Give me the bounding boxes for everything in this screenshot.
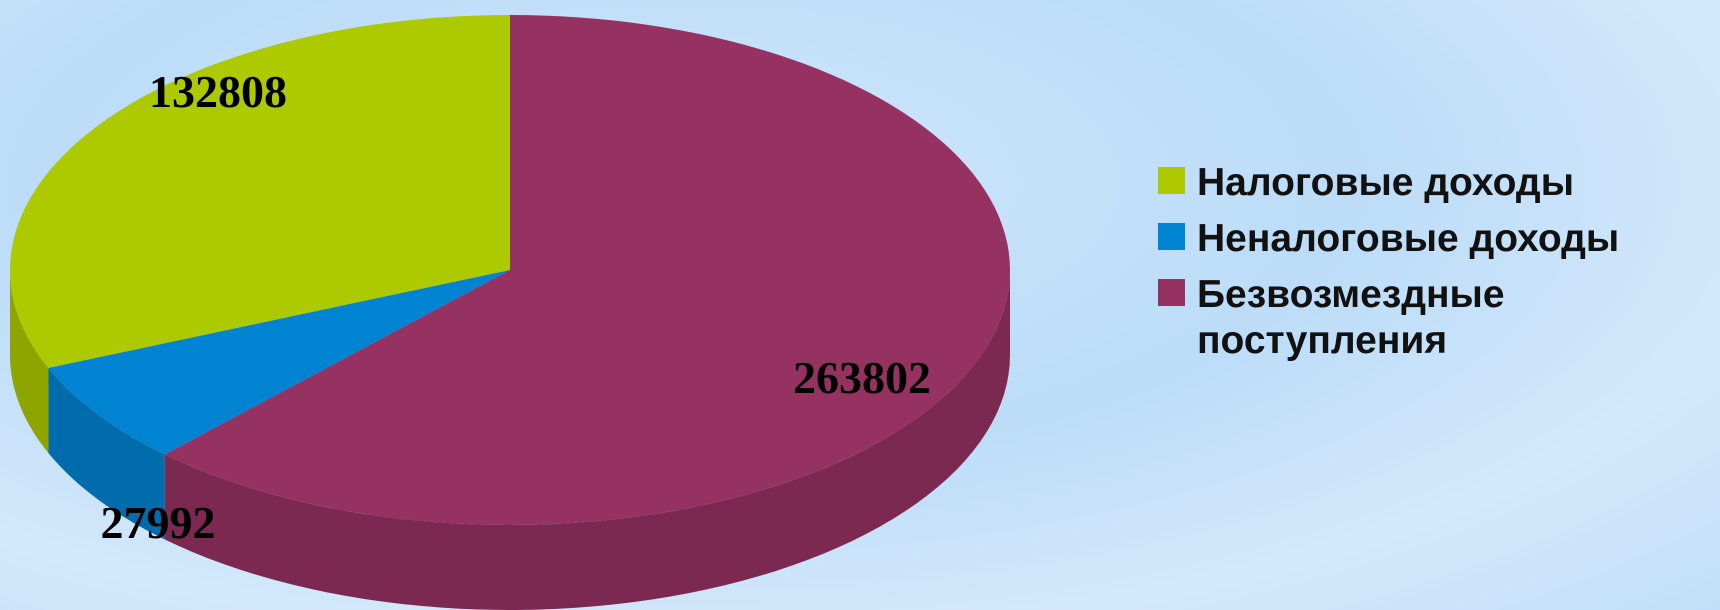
legend-item: Неналоговые доходы xyxy=(1158,216,1717,262)
legend-label: Налоговые доходы xyxy=(1197,161,1574,204)
pie-slice xyxy=(48,270,510,455)
legend-label: Безвозмездные поступления xyxy=(1197,273,1505,362)
legend-swatch xyxy=(1158,223,1185,250)
pie-side xyxy=(48,368,165,540)
pie-slice xyxy=(164,15,1010,525)
data-label: 263802 xyxy=(793,352,931,403)
legend-item: Налоговые доходы xyxy=(1158,160,1717,206)
legend: Налоговые доходы Неналоговые доходы Безвоз… xyxy=(1158,160,1717,374)
pie-slice xyxy=(10,15,511,369)
data-label: 27992 xyxy=(101,497,216,548)
legend-swatch xyxy=(1158,167,1185,194)
data-label: 132808 xyxy=(149,66,287,117)
legend-swatch xyxy=(1158,279,1185,306)
legend-item: Безвозмездные поступления xyxy=(1158,272,1717,364)
legend-label: Неналоговые доходы xyxy=(1197,217,1620,260)
pie-side xyxy=(164,270,1011,610)
pie-side xyxy=(10,270,49,454)
